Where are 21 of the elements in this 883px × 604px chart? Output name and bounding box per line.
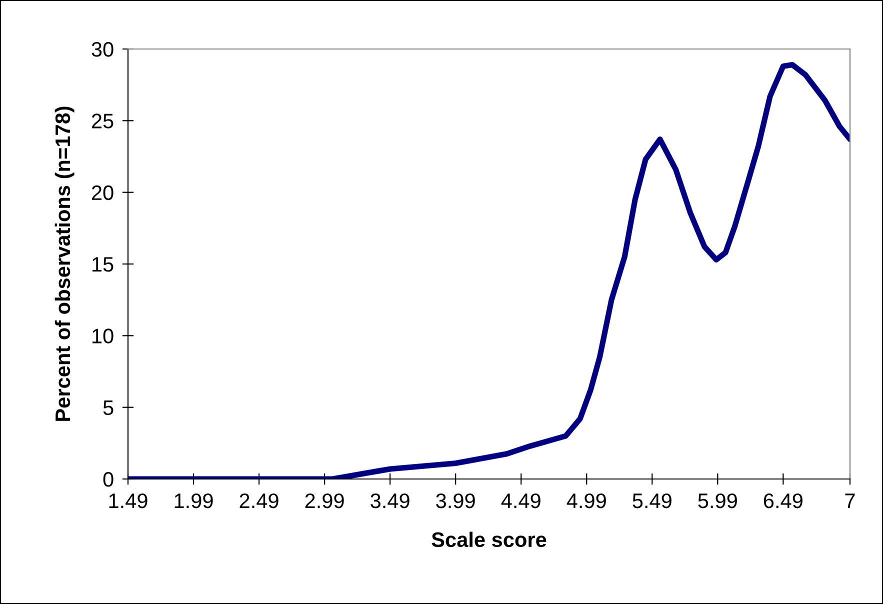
y-tick-label: 20 — [92, 185, 114, 200]
x-tick-label: 1.49 — [109, 493, 148, 508]
x-tick-label: 2.99 — [305, 493, 344, 508]
x-tick-label: 4.49 — [501, 493, 540, 508]
y-tick-label: 5 — [103, 400, 114, 416]
y-axis-title: Percent of observations (n=178) — [54, 106, 74, 421]
x-tick-label: 4.99 — [566, 493, 606, 508]
x-tick-label: 6.49 — [764, 493, 802, 508]
x-tick-label: 5.99 — [698, 493, 737, 508]
x-tick-label: 1.99 — [174, 493, 213, 508]
y-tick-label: 0 — [103, 472, 114, 487]
x-axis-title: Scale score — [432, 532, 546, 548]
y-tick-label: 25 — [92, 114, 114, 128]
y-tick-label: 15 — [92, 257, 114, 272]
y-tick-label: 10 — [92, 328, 114, 344]
x-tick-label: 3.99 — [436, 493, 475, 508]
y-tick-label: 30 — [92, 42, 114, 57]
x-tick-label: 3.49 — [370, 493, 410, 508]
x-tick-label: 7 — [845, 494, 855, 508]
x-tick-label: 5.49 — [632, 493, 672, 508]
x-tick-label: 2.49 — [240, 493, 278, 508]
